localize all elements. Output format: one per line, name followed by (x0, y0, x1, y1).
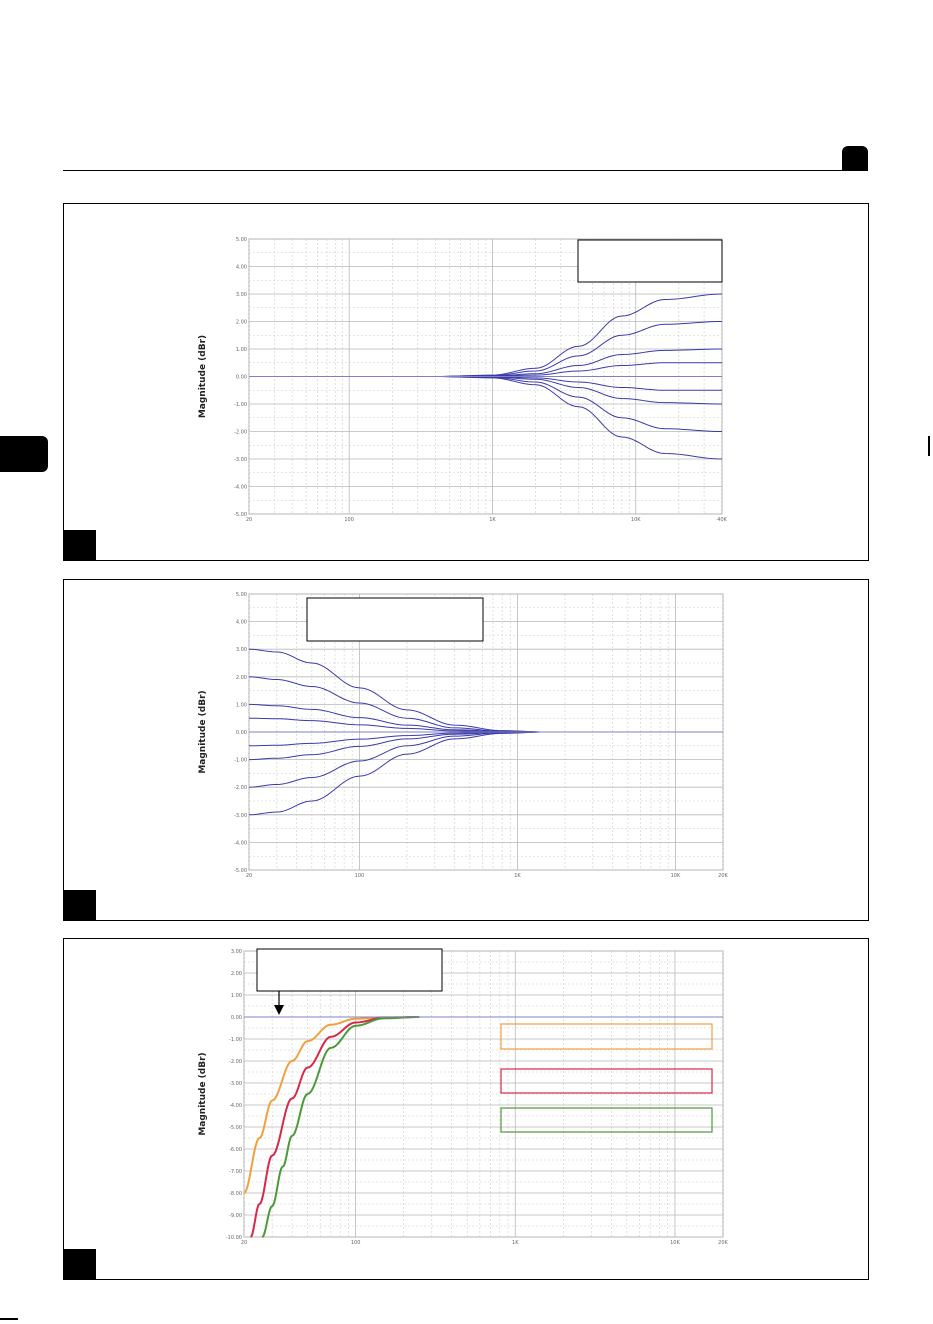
x-tick-label: 10K (671, 873, 681, 879)
y-tick-label: 2.00 (231, 971, 242, 977)
y-tick-label: -1.00 (234, 402, 247, 408)
annotation-box (256, 948, 443, 992)
edge-mark (928, 436, 930, 456)
series-line-2 (250, 1016, 420, 1238)
y-tick-label: -4.00 (234, 840, 247, 846)
y-tick-label: -6.00 (229, 1147, 242, 1153)
y-axis-label: Magnitude (dBr) (198, 1052, 208, 1135)
y-tick-label: -9.00 (229, 1213, 242, 1219)
plot-area (243, 950, 724, 1238)
y-tick-label: -3.00 (234, 813, 247, 819)
figure-panel-2: 5.00 4.00 3.00 2.00 1.00 0.00 -1.00 -2.00 -3.00 -… (63, 579, 869, 921)
y-tick-label: -5.00 (229, 1125, 242, 1131)
y-tick-label: -10.00 (226, 1235, 242, 1241)
y-tick-label: 4.00 (236, 620, 247, 626)
chart-3: 3.00 2.00 1.00 0.00 -1.00 -2.00 -3.00 -4.00 -5.0… (198, 948, 729, 1246)
chart-2: 5.00 4.00 3.00 2.00 1.00 0.00 -1.00 -2.00 -3.00 -… (198, 592, 729, 879)
x-tick-label: 100 (351, 1240, 361, 1246)
y-tick-label: -1.00 (234, 758, 247, 764)
chart-1: 5.00 4.00 3.00 2.00 1.00 0.00 -1.00 -2.00 -3.00 -… (198, 237, 728, 523)
x-tick-label: 20K (718, 1240, 728, 1246)
y-tick-label: 2.00 (236, 320, 247, 326)
y-tick-label: 0.00 (236, 730, 247, 736)
y-tick-label: 0.00 (236, 375, 247, 381)
x-tick-label: 20K (718, 873, 728, 879)
page-mark (0, 1318, 18, 1320)
y-axis-label: Magnitude (dBr) (198, 335, 208, 418)
x-tick-label: 20 (246, 517, 252, 523)
y-tick-label: -3.00 (229, 1081, 242, 1087)
y-tick-label: 5.00 (236, 592, 247, 598)
y-tick-label: -8.00 (229, 1191, 242, 1197)
x-tick-label: 20 (241, 1240, 247, 1246)
y-tick-label: -5.00 (234, 512, 247, 518)
y-tick-label: -2.00 (229, 1059, 242, 1065)
series-line-1 (243, 1016, 420, 1194)
x-tick-label: 100 (355, 873, 365, 879)
y-tick-label: 0.00 (231, 1015, 242, 1021)
legend-box-red (500, 1068, 713, 1094)
x-tick-label: 1K (514, 873, 521, 879)
header-rule (63, 170, 868, 171)
x-tick-label: 20 (246, 873, 252, 879)
legend-box-orange (500, 1023, 713, 1050)
legend-box-green (500, 1107, 713, 1133)
y-tick-label: -2.00 (234, 785, 247, 791)
y-tick-label: -1.00 (229, 1037, 242, 1043)
y-tick-label: -4.00 (234, 485, 247, 491)
y-tick-label: 1.00 (231, 993, 242, 999)
section-tab (842, 146, 868, 170)
y-tick-label: -3.00 (234, 457, 247, 463)
x-tick-label: 10K (670, 1240, 680, 1246)
annotation-box (306, 597, 484, 642)
annotation-box (577, 239, 723, 283)
chapter-tab (0, 436, 48, 472)
y-tick-label: 1.00 (236, 702, 247, 708)
y-tick-label: 3.00 (236, 292, 247, 298)
x-tick-label: 40K (717, 517, 727, 523)
x-tick-label: 1K (489, 517, 496, 523)
y-tick-label: -2.00 (234, 430, 247, 436)
x-tick-label: 10K (631, 517, 641, 523)
x-tick-label: 100 (344, 517, 354, 523)
y-tick-label: 3.00 (231, 949, 242, 955)
x-tick-label: 1K (512, 1240, 519, 1246)
y-tick-label: 2.00 (236, 675, 247, 681)
annotation-arrow-head (274, 1005, 284, 1015)
y-tick-label: 5.00 (236, 237, 247, 243)
y-tick-label: -7.00 (229, 1169, 242, 1175)
figure-panel-3: 3.00 2.00 1.00 0.00 -1.00 -2.00 -3.00 -4.00 -5.0… (63, 938, 869, 1280)
y-tick-label: 1.00 (236, 347, 247, 353)
series-line-3 (261, 1016, 420, 1238)
y-tick-label: -5.00 (234, 868, 247, 874)
figure-tag-1 (64, 530, 96, 560)
figure-panel-1: 5.00 4.00 3.00 2.00 1.00 0.00 -1.00 -2.00 -3.00 -… (63, 203, 869, 561)
y-tick-label: 3.00 (236, 647, 247, 653)
y-axis-label: Magnitude (dBr) (198, 690, 208, 773)
figure-tag-3 (64, 1249, 96, 1279)
figure-tag-2 (64, 890, 96, 920)
y-tick-label: -4.00 (229, 1103, 242, 1109)
y-tick-label: 4.00 (236, 265, 247, 271)
